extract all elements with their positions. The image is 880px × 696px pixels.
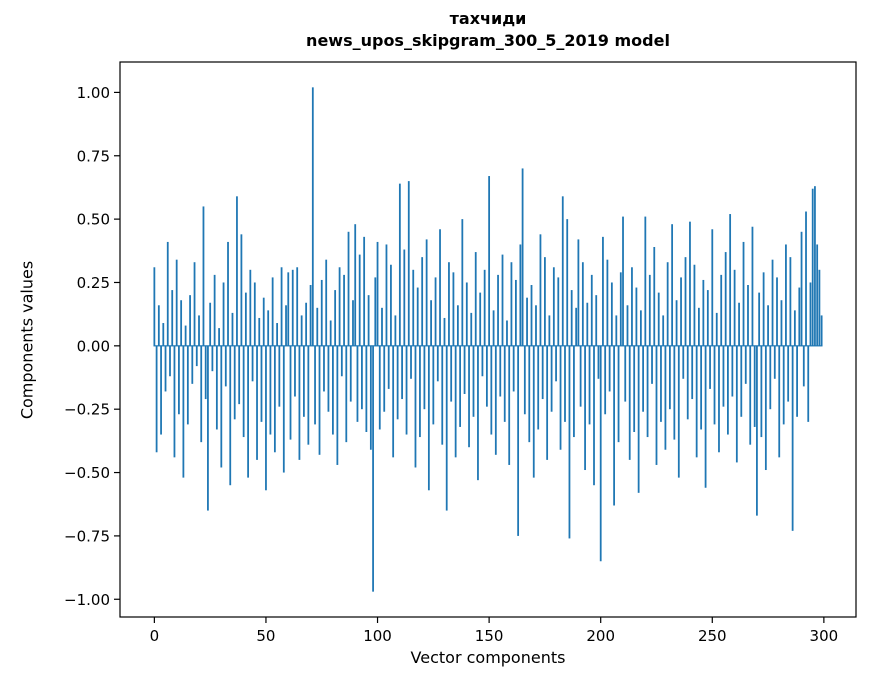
svg-text:−0.25: −0.25: [64, 401, 110, 419]
svg-text:−1.00: −1.00: [64, 591, 110, 609]
chart-title: тахчиди news_upos_skipgram_300_5_2019 mo…: [120, 8, 856, 52]
y-axis-label: Components values: [17, 260, 37, 420]
svg-text:0: 0: [150, 627, 160, 645]
svg-text:0.50: 0.50: [77, 211, 110, 229]
svg-text:50: 50: [256, 627, 275, 645]
bars-group: [153, 87, 823, 592]
svg-text:200: 200: [586, 627, 615, 645]
svg-text:0.75: 0.75: [77, 147, 110, 165]
svg-text:100: 100: [363, 627, 392, 645]
axes-frame: [119, 61, 857, 618]
svg-text:250: 250: [698, 627, 727, 645]
svg-text:0.25: 0.25: [77, 274, 110, 292]
svg-text:−0.75: −0.75: [64, 527, 110, 545]
svg-text:150: 150: [475, 627, 504, 645]
svg-text:−0.50: −0.50: [64, 464, 110, 482]
chart-title-word: тахчиди: [449, 9, 527, 28]
chart-title-model: news_upos_skipgram_300_5_2019 model: [306, 31, 670, 50]
svg-text:1.00: 1.00: [77, 84, 110, 102]
x-axis-label: Vector components: [410, 648, 566, 667]
svg-text:300: 300: [810, 627, 839, 645]
ticks-group: 1.00 0.75 0.50 0.25 0.00 −0.25 −0.50 −0.75 −1.00…: [64, 84, 838, 645]
svg-text:0.00: 0.00: [77, 337, 110, 355]
